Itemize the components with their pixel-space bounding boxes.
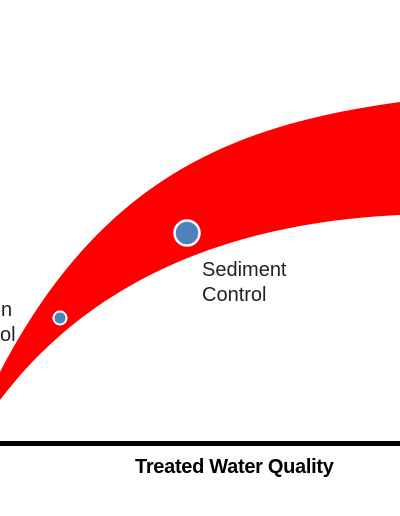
erosion-control-label-line2: ol: [0, 324, 16, 346]
erosion-control-label: n ol: [0, 298, 16, 348]
erosion-control-label-line1: n: [1, 299, 13, 321]
x-axis-label: Treated Water Quality: [135, 456, 334, 478]
sediment-control-label-line1: Sediment: [202, 259, 287, 281]
sediment-control-label-line2: Control: [202, 284, 267, 306]
sediment-control-label: Sediment Control: [202, 258, 287, 308]
performance-band: [0, 102, 400, 400]
x-axis-line: [0, 441, 400, 446]
point-erosion-control: [52, 310, 68, 326]
point-sediment-control: [173, 219, 201, 247]
